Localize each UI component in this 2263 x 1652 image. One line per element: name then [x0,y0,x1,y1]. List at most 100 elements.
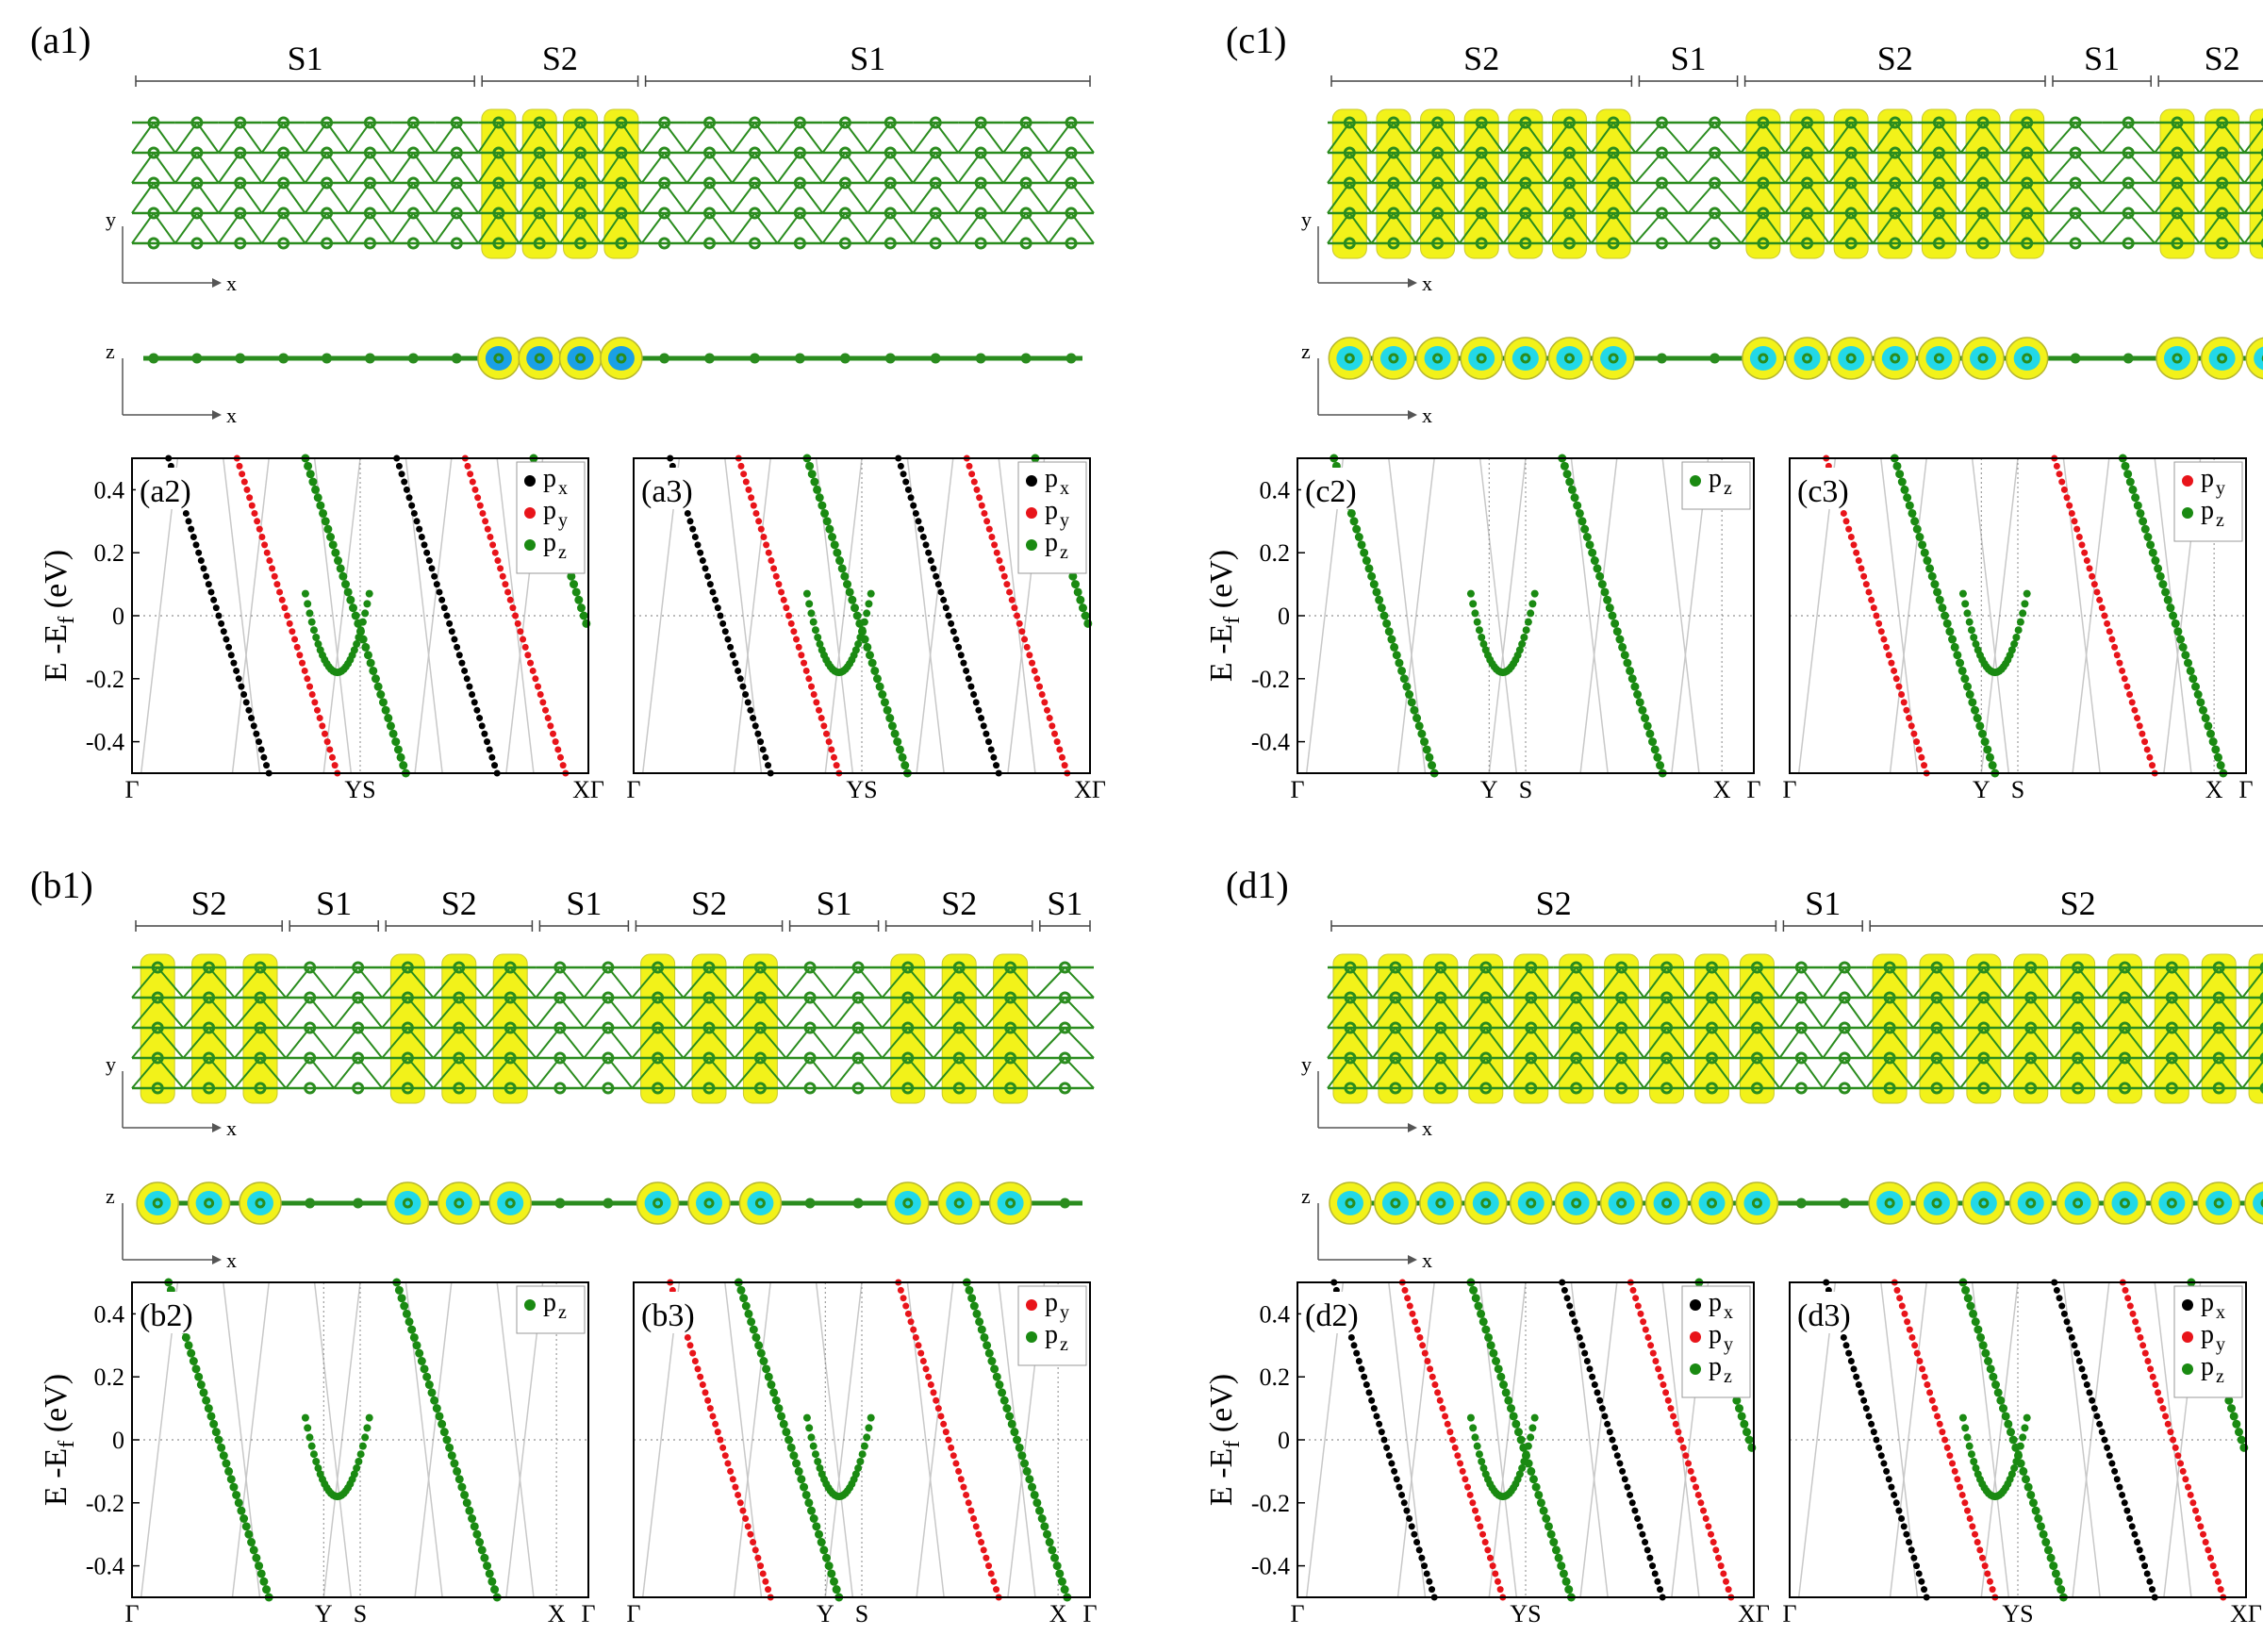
orbital-point-pz [1518,640,1527,649]
orbital-point-py [1896,1295,1904,1302]
orbital-point-py [910,1326,917,1333]
orbital-point-px [1873,1436,1880,1444]
orbital-point-pz [811,1450,819,1459]
bond [731,152,756,184]
orbital-point-py [1870,604,1877,612]
orbital-point-pz [480,1553,489,1562]
bond [734,997,762,1029]
orbital-point-px [486,746,493,753]
orbital-point-pz [863,1433,871,1442]
bond [2243,125,2263,154]
bond [980,152,1004,184]
bond [2025,182,2050,214]
orbital-point-pz [1022,1466,1032,1476]
panel-label: (c2) [1305,474,1357,509]
orbital-point-py [1637,1310,1644,1317]
orbital-point-py [1976,1546,1984,1554]
orbital-point-pz [307,1442,316,1450]
orbital-point-pz [211,1428,221,1437]
bond [1070,122,1095,154]
orbital-point-pz [439,1428,449,1437]
bond [933,997,960,1029]
orbital-point-pz [854,640,863,649]
atom [2260,1198,2263,1208]
orbital-point-py [1898,1302,1906,1310]
orbital-point-pz [1575,508,1584,518]
orbital-point-pz [1961,1424,1970,1432]
bond [1002,122,1027,154]
orbital-point-px [200,565,207,572]
orbital-point-pz [1478,1458,1486,1466]
orbital-point-pz [782,1428,791,1437]
orbital-point-pz [2193,690,2203,699]
orbital-point-py [1474,1515,1481,1522]
bond [538,182,561,214]
bond [2241,999,2263,1029]
orbital-point-px [1418,1554,1426,1561]
orbital-point-py [2060,486,2068,493]
orbital-point-py [328,753,336,761]
orbital-point-py [2056,471,2063,478]
kpoint-label: Γ [1290,776,1304,803]
orbital-point-py [719,1444,727,1451]
bond [182,966,210,999]
orbital-point-pz [1375,595,1384,604]
bond [2176,182,2201,214]
bond [1620,997,1645,1029]
orbital-point-px [1888,1483,1895,1491]
orbital-point-pz [376,690,386,699]
bond [347,122,372,154]
legend-marker-pz [2182,507,2193,519]
orbital-point-px [413,518,421,525]
orbital-point-pz [256,1569,266,1578]
orbital-point-px [955,643,963,651]
bond [559,122,582,154]
orbital-point-py [504,588,512,596]
y-tick-label: 0.2 [94,539,125,567]
orbital-point-px [242,699,250,706]
bond [1660,122,1690,154]
orbital-point-pz [1582,533,1592,541]
bond [538,212,561,244]
orbital-point-pz [815,493,824,503]
bond [1552,1027,1577,1059]
orbital-point-px [1589,1373,1596,1380]
atom [839,353,851,364]
bond [1872,182,1896,214]
bond [785,1027,811,1059]
orbital-point-px [1421,1562,1429,1570]
orbital-point-pz [1903,493,1912,503]
orbital-point-pz [1518,1464,1527,1473]
orbital-point-py [704,1396,712,1404]
orbital-point-pz [407,1325,417,1334]
kpoint-label: Γ [1782,1600,1796,1627]
orbital-point-pz [2133,501,2142,510]
orbital-point-px [227,652,235,659]
orbital-point-pz [1986,1364,1995,1374]
atom [1933,353,1944,364]
bond [381,1057,409,1089]
orbital-point-pz [807,470,817,479]
orbital-point-py [1906,1326,1913,1333]
y-axis-label-sub: f [1220,617,1245,624]
orbital-point-px [416,525,423,533]
bond [509,1057,537,1089]
bond [1597,1057,1623,1089]
orbital-point-py [981,509,988,517]
band-line-grey [1889,457,1927,774]
orbital-point-pz [1577,517,1587,526]
orbital-point-py [2200,1530,2207,1538]
orbital-point-px [2060,1310,2068,1317]
bond [1480,122,1505,154]
region-label: S2 [2060,884,2096,922]
bond [1843,966,1868,999]
axis-label-axis_z: z [1301,1184,1311,1208]
orbital-point-py [254,518,261,525]
orbital-point-pz [818,501,827,510]
orbital-point-pz [1945,627,1955,636]
orbital-point-py [1413,1326,1421,1333]
orbital-point-pz [304,1424,312,1432]
orbital-point-pz [2186,666,2195,675]
orbital-point-px [263,762,271,769]
orbital-point-py [930,1389,937,1396]
